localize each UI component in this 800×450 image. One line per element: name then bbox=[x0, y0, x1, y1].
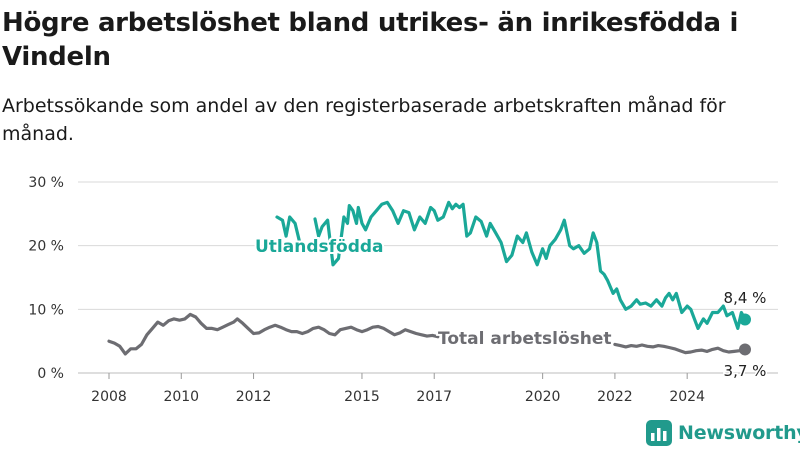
series-line bbox=[613, 342, 747, 355]
x-tick-label: 2012 bbox=[236, 389, 272, 405]
x-tick-label: 2010 bbox=[163, 389, 199, 405]
chart-subtitle: Arbetssökande som andel av den registerb… bbox=[2, 95, 726, 145]
y-tick-label: 10 % bbox=[28, 302, 64, 318]
series-label-foreign: Utlandsfödda bbox=[255, 237, 384, 257]
x-tick-label: 2022 bbox=[597, 389, 633, 405]
y-tick-label: 30 % bbox=[28, 175, 64, 191]
end-value-foreign: 8,4 % bbox=[724, 289, 767, 307]
chart-title: Högre arbetslöshet bland utrikes- än inr… bbox=[2, 8, 739, 72]
newsworthy-logo: Newsworthy bbox=[646, 420, 800, 446]
series-line bbox=[313, 200, 747, 330]
y-tick-label: 0 % bbox=[37, 366, 64, 382]
x-tick-label: 2015 bbox=[344, 389, 380, 405]
bar-chart-icon bbox=[646, 420, 672, 446]
end-value-total: 3,7 % bbox=[724, 362, 767, 380]
brand-name: Newsworthy bbox=[678, 422, 800, 444]
series-label-total: Total arbetslöshet bbox=[438, 329, 612, 349]
series-line bbox=[275, 215, 303, 248]
end-point bbox=[739, 313, 751, 326]
x-tick-label: 2017 bbox=[416, 389, 452, 405]
x-tick-label: 2008 bbox=[91, 389, 127, 405]
series-line bbox=[107, 312, 440, 356]
x-tick-label: 2020 bbox=[525, 389, 561, 405]
y-tick-label: 20 % bbox=[28, 239, 64, 255]
x-tick-label: 2024 bbox=[669, 389, 705, 405]
end-point bbox=[739, 343, 751, 356]
